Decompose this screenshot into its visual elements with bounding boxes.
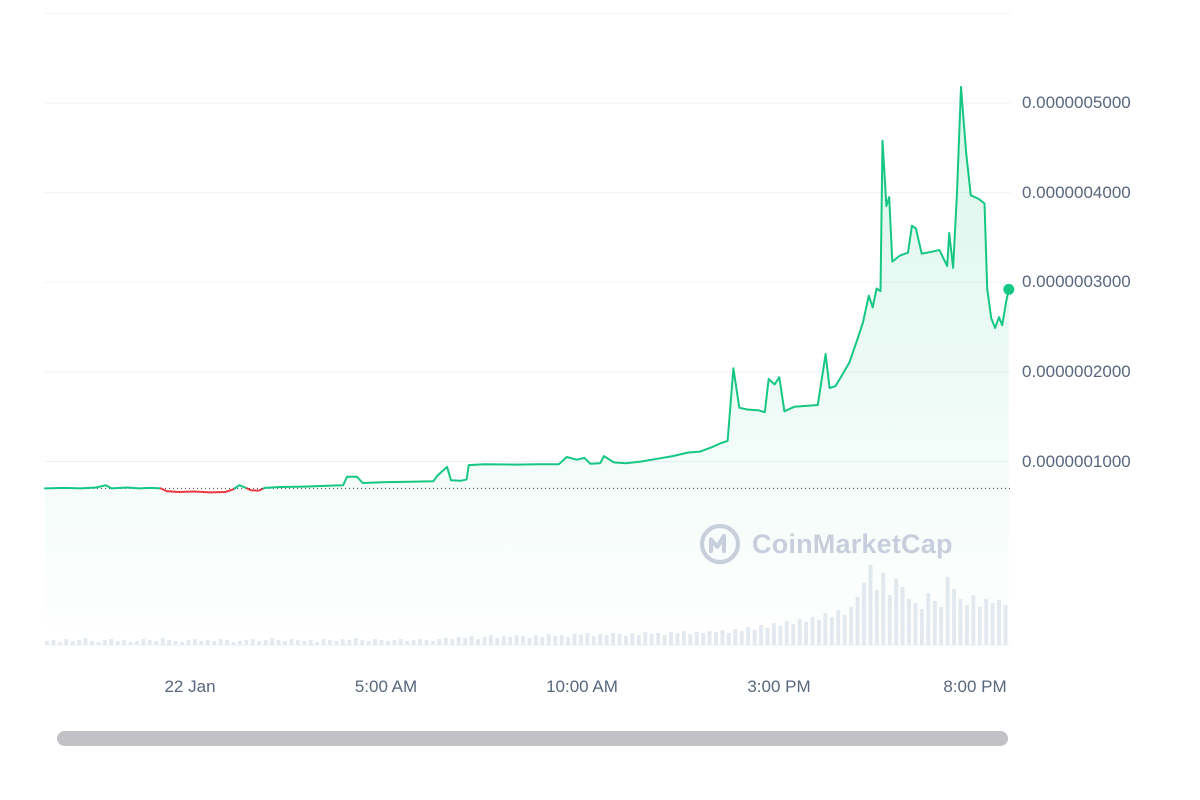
price-line-down (159, 487, 236, 494)
x-axis-label: 3:00 PM (747, 677, 811, 696)
price-line-up (262, 85, 1010, 490)
price-line-up (44, 484, 162, 490)
x-axis-label: 10:00 AM (546, 677, 618, 696)
y-axis-label: 0.0000003000 (1022, 272, 1131, 292)
y-axis-label: 0.0000001000 (1022, 451, 1131, 471)
y-axis-label: 0.0000005000 (1022, 93, 1131, 113)
price-line-down (246, 487, 265, 492)
x-axis-label: 8:00 PM (943, 677, 1007, 696)
y-axis-label: 0.0000002000 (1022, 361, 1131, 381)
last-price-dot (1003, 283, 1015, 295)
chart-pan-scrollbar[interactable] (57, 731, 1008, 746)
price-area-fill (45, 86, 1009, 645)
x-axis-label: 5:00 AM (354, 677, 418, 696)
x-axis-label: 22 Jan (164, 677, 216, 696)
y-axis-label: 0.0000004000 (1022, 182, 1131, 202)
price-line-up (233, 484, 248, 490)
